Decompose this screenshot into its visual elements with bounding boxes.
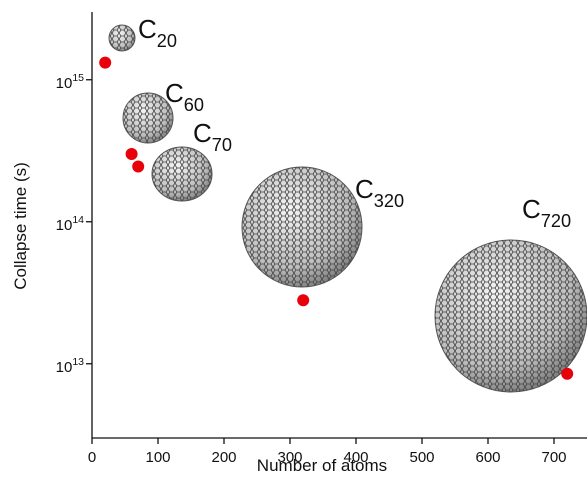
data-point: [125, 148, 138, 160]
y-tick-label: 1014: [56, 214, 85, 234]
x-tick-label: 100: [145, 449, 170, 466]
x-tick-label: 500: [409, 449, 434, 466]
point-label: C20: [138, 14, 177, 51]
data-point: [99, 56, 112, 69]
point-label: C70: [193, 118, 232, 155]
fullerene-images: [108, 24, 587, 393]
y-tick-label: 1015: [56, 72, 85, 92]
data-point: [561, 367, 574, 380]
x-axis-title: Number of atoms: [257, 456, 387, 475]
y-axis-title: Collapse time (s): [11, 162, 30, 290]
y-tick-label: 1013: [56, 356, 85, 376]
data-point: [132, 160, 145, 173]
point-label: C60: [165, 78, 204, 115]
x-tick-label: 700: [541, 449, 566, 466]
x-tick-label: 400: [343, 449, 368, 466]
x-tick-label: 300: [277, 449, 302, 466]
x-tick-label: 600: [475, 449, 500, 466]
x-tick-label: 0: [88, 449, 96, 466]
x-tick-label: 200: [211, 449, 236, 466]
point-label: C320: [355, 174, 404, 211]
data-point: [297, 294, 310, 307]
point-label: C720: [522, 194, 571, 231]
